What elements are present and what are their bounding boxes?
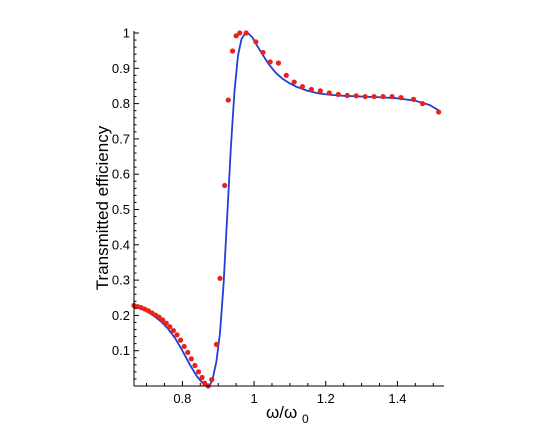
data-point xyxy=(243,30,249,36)
data-point xyxy=(170,327,177,334)
x-tick-label: 0.8 xyxy=(173,391,191,406)
data-point xyxy=(229,48,236,54)
data-point xyxy=(233,33,239,39)
data-point xyxy=(326,90,332,96)
x-tick-label: 1.2 xyxy=(317,391,335,406)
y-tick-label: 0.4 xyxy=(112,237,130,252)
y-tick-label: 1 xyxy=(123,26,130,41)
data-point xyxy=(389,93,395,100)
fitted-curve-layer xyxy=(133,32,441,387)
data-point xyxy=(156,314,162,320)
data-point xyxy=(362,93,368,100)
data-point xyxy=(371,93,377,100)
y-tick-label: 0.2 xyxy=(112,308,130,323)
data-point xyxy=(192,362,198,369)
x-tick-label: 1.4 xyxy=(388,391,406,406)
data-point xyxy=(291,79,297,85)
data-point xyxy=(299,84,306,90)
data-point xyxy=(160,317,166,323)
data-point xyxy=(167,324,173,330)
y-axis-label: Transmitted efficiency xyxy=(93,125,112,290)
data-point xyxy=(308,86,314,93)
data-point xyxy=(237,30,243,36)
data-points-layer xyxy=(131,30,442,389)
y-tick-label: 0.1 xyxy=(112,343,130,358)
x-axis-label-subscript: 0 xyxy=(302,412,309,426)
data-point xyxy=(275,60,282,66)
data-point xyxy=(410,96,417,102)
data-point xyxy=(436,109,442,115)
data-point xyxy=(199,374,205,381)
x-tick-label: 1 xyxy=(250,391,257,406)
axis-labels-layer: Transmitted efficiency ω/ω 0 xyxy=(93,125,309,426)
data-point xyxy=(222,182,228,189)
data-point xyxy=(202,380,208,386)
data-point xyxy=(188,356,194,362)
data-point xyxy=(213,341,220,347)
axes-layer: 0.8 1 1.2 1.4 0.1 0.2 0.3 0.4 0.5 0.6 0.7 0.8 0.9 1 xyxy=(112,26,444,406)
data-point xyxy=(253,39,259,45)
y-tick-label: 0.8 xyxy=(112,96,130,111)
series-line xyxy=(133,32,441,387)
data-point xyxy=(353,93,359,99)
data-point xyxy=(317,88,323,94)
data-point xyxy=(335,91,341,98)
data-point xyxy=(225,97,231,103)
data-point xyxy=(177,337,184,343)
data-point xyxy=(380,93,386,100)
data-point xyxy=(344,92,350,99)
y-tick-label: 0.3 xyxy=(112,273,130,288)
y-tick-label: 0.9 xyxy=(112,61,130,76)
data-point xyxy=(185,349,191,356)
y-tick-label: 0.7 xyxy=(112,131,130,146)
data-point xyxy=(283,72,289,78)
data-point xyxy=(181,343,187,350)
data-point xyxy=(398,95,404,101)
data-point xyxy=(267,59,273,65)
y-tick-label: 0.5 xyxy=(112,202,130,217)
data-point xyxy=(163,320,169,326)
data-point xyxy=(209,377,215,383)
data-point xyxy=(419,101,426,107)
x-axis-label: ω/ω 0 xyxy=(266,403,309,426)
data-point xyxy=(217,275,223,281)
x-axis-label-main: ω/ω xyxy=(266,403,297,422)
data-point xyxy=(195,369,202,375)
y-tick-label: 0.6 xyxy=(112,167,130,182)
data-point xyxy=(260,49,266,56)
data-point xyxy=(174,332,180,338)
